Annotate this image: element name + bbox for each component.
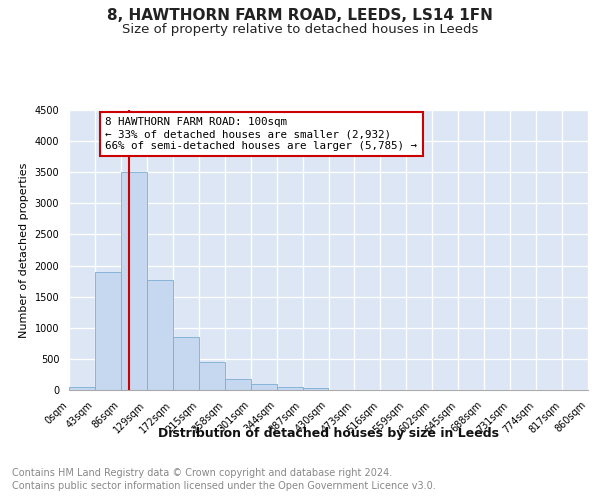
Bar bbox=[224, 379, 251, 390]
Bar bbox=[69, 387, 95, 390]
Bar bbox=[95, 272, 121, 390]
Bar bbox=[173, 337, 199, 390]
Bar bbox=[147, 280, 173, 390]
Text: 8, HAWTHORN FARM ROAD, LEEDS, LS14 1FN: 8, HAWTHORN FARM ROAD, LEEDS, LS14 1FN bbox=[107, 8, 493, 22]
Text: Contains public sector information licensed under the Open Government Licence v3: Contains public sector information licen… bbox=[12, 481, 436, 491]
Bar bbox=[251, 384, 277, 390]
Text: 8 HAWTHORN FARM ROAD: 100sqm
← 33% of detached houses are smaller (2,932)
66% of: 8 HAWTHORN FARM ROAD: 100sqm ← 33% of de… bbox=[105, 118, 417, 150]
Bar bbox=[302, 388, 329, 390]
Bar bbox=[121, 172, 147, 390]
Y-axis label: Number of detached properties: Number of detached properties bbox=[19, 162, 29, 338]
Bar bbox=[199, 362, 224, 390]
Text: Distribution of detached houses by size in Leeds: Distribution of detached houses by size … bbox=[158, 428, 499, 440]
Bar bbox=[277, 387, 302, 390]
Text: Contains HM Land Registry data © Crown copyright and database right 2024.: Contains HM Land Registry data © Crown c… bbox=[12, 468, 392, 477]
Text: Size of property relative to detached houses in Leeds: Size of property relative to detached ho… bbox=[122, 22, 478, 36]
